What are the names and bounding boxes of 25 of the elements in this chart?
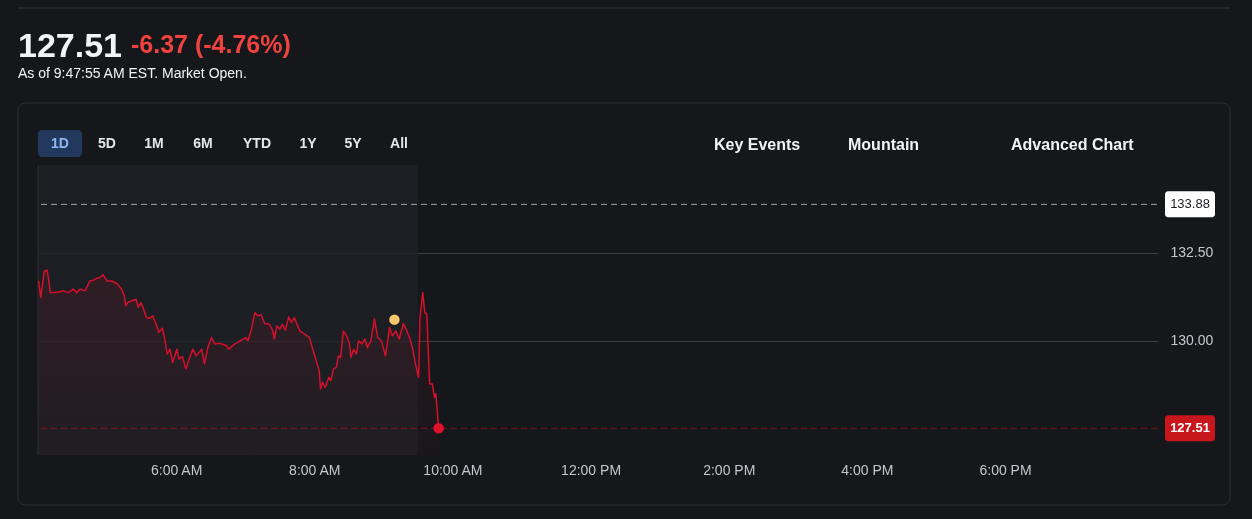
y-tick-label: 132.50 [1170,244,1214,261]
text: 1D [51,135,69,151]
x-tick-label: 8:00 AM [289,461,341,478]
text: 6M [193,135,213,151]
text: Mountain [848,136,920,153]
text: All [390,135,408,151]
x-tick-label: 2:00 PM [703,461,756,478]
text: 1Y [299,135,318,151]
text: 5Y [344,135,363,151]
text: -6.37 (-4.76%) [131,30,291,58]
text: YTD [243,135,271,151]
x-tick-label: 4:00 PM [841,461,894,478]
x-tick-label: 12:00 PM [561,461,622,478]
chart-title: 127.51 [18,26,122,64]
chart-subtitle: As of 9:47:55 AM EST. Market Open. [18,65,247,81]
ref-line-label: 127.51 [1170,420,1210,436]
x-tick-label: 6:00 PM [979,461,1032,478]
x-tick-label: 6:00 AM [150,461,203,478]
ref-line-label: 133.88 [1170,196,1210,212]
x-tick-label: 10:00 AM [423,461,483,478]
text: Key Events [714,136,801,153]
text: Advanced Chart [1011,136,1135,153]
text: 1M [144,135,164,151]
text: 5D [98,135,116,151]
y-tick-label: 130.00 [1170,332,1214,349]
